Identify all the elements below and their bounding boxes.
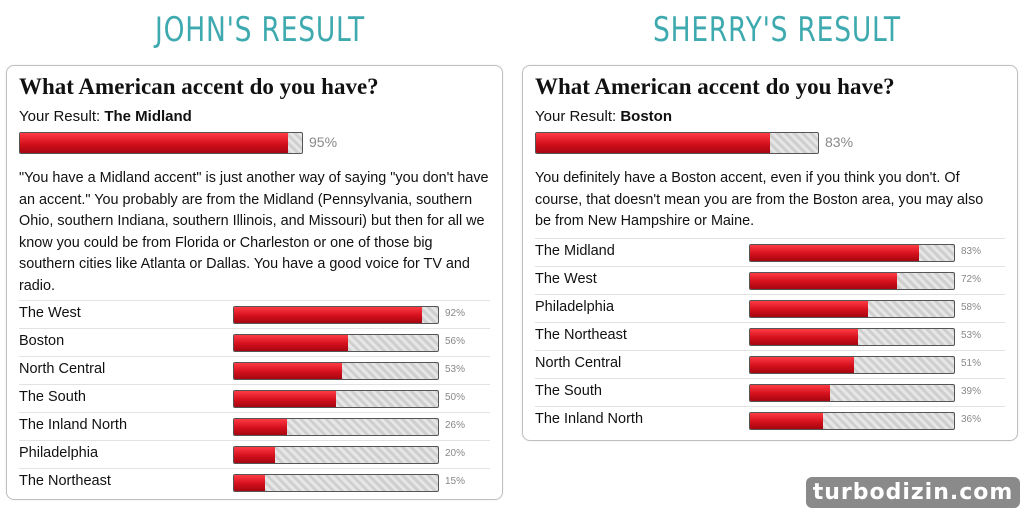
accent-label: Philadelphia <box>535 299 615 315</box>
accent-score-percent: 83% <box>961 246 982 257</box>
john-result-card: What American accent do you have? Your R… <box>6 65 503 500</box>
accent-score-bar <box>233 362 439 380</box>
accent-score-row: The Inland North 26% <box>19 412 490 440</box>
main-result-percent: 95% <box>309 134 338 150</box>
accent-score-row: The South 50% <box>19 384 490 412</box>
accent-score-bar <box>233 306 439 324</box>
accent-score-row: Philadelphia 20% <box>19 440 490 468</box>
result-prefix: Your Result: <box>535 108 617 125</box>
accent-score-bar <box>749 412 955 430</box>
accent-score-bar <box>749 300 955 318</box>
accent-label: Philadelphia <box>19 445 99 461</box>
quiz-title: What American accent do you have? <box>19 74 379 99</box>
result-name: The Midland <box>104 108 192 125</box>
sherry-result-heading: SHERRY'S RESULT <box>653 10 901 50</box>
accent-label: The South <box>535 383 602 399</box>
accent-score-bar-fill <box>234 307 422 323</box>
accent-score-row: The West 72% <box>535 266 1005 294</box>
accent-score-row: North Central 51% <box>535 350 1005 378</box>
result-line: Your Result: The Midland <box>19 108 192 125</box>
accent-score-bar-fill <box>750 357 855 373</box>
accent-score-percent: 72% <box>961 274 982 285</box>
accent-score-list: The West 92% Boston 56% North Central 53… <box>19 300 490 496</box>
accent-score-row: Boston 56% <box>19 328 490 356</box>
result-description: "You have a Midland accent" is just anot… <box>19 170 489 294</box>
accent-score-bar-fill <box>750 385 830 401</box>
main-result-bar-fill <box>20 133 288 153</box>
main-result-percent: 83% <box>825 134 854 150</box>
accent-score-row: North Central 53% <box>19 356 490 384</box>
accent-score-percent: 92% <box>445 308 466 319</box>
accent-label: The Northeast <box>19 473 111 489</box>
main-result-bar-fill <box>536 133 771 153</box>
main-result-bar <box>19 132 303 154</box>
accent-score-percent: 20% <box>445 448 466 459</box>
accent-score-percent: 51% <box>961 358 982 369</box>
accent-score-percent: 15% <box>445 476 466 487</box>
accent-score-row: The Midland 83% <box>535 238 1005 266</box>
accent-score-percent: 39% <box>961 386 982 397</box>
accent-label: Boston <box>19 333 65 349</box>
accent-score-percent: 26% <box>445 420 466 431</box>
accent-label: North Central <box>535 355 622 371</box>
accent-score-bar <box>749 272 955 290</box>
accent-score-percent: 58% <box>961 302 982 313</box>
watermark-badge: turbodizin.com <box>806 477 1020 508</box>
result-prefix: Your Result: <box>19 108 101 125</box>
accent-score-bar-fill <box>234 391 336 407</box>
accent-score-row: The South 39% <box>535 378 1005 406</box>
accent-label: North Central <box>19 361 106 377</box>
accent-score-percent: 50% <box>445 392 466 403</box>
accent-score-bar <box>233 334 439 352</box>
accent-score-bar-fill <box>750 245 920 261</box>
accent-score-percent: 53% <box>445 364 466 375</box>
accent-score-bar <box>233 446 439 464</box>
accent-score-bar-fill <box>234 419 288 435</box>
accent-label: The Inland North <box>535 411 644 427</box>
accent-score-row: Philadelphia 58% <box>535 294 1005 322</box>
accent-label: The Midland <box>535 243 615 259</box>
accent-score-bar <box>749 244 955 262</box>
accent-label: The Northeast <box>535 327 627 343</box>
john-result-heading: JOHN'S RESULT <box>155 10 365 50</box>
accent-score-bar-fill <box>750 329 859 345</box>
accent-score-bar-fill <box>750 301 869 317</box>
accent-score-row: The Northeast 53% <box>535 322 1005 350</box>
accent-score-bar <box>233 418 439 436</box>
accent-label: The South <box>19 389 86 405</box>
accent-score-bar-fill <box>234 363 343 379</box>
quiz-title: What American accent do you have? <box>535 74 895 99</box>
accent-label: The West <box>535 271 597 287</box>
accent-score-bar-fill <box>234 335 349 351</box>
result-name: Boston <box>620 108 673 125</box>
sherry-result-card: What American accent do you have? Your R… <box>522 65 1018 441</box>
accent-score-percent: 36% <box>961 414 982 425</box>
accent-score-bar-fill <box>750 273 897 289</box>
accent-score-percent: 56% <box>445 336 466 347</box>
accent-score-bar <box>749 356 955 374</box>
accent-score-bar <box>749 384 955 402</box>
accent-score-bar <box>749 328 955 346</box>
accent-score-bar-fill <box>234 447 275 463</box>
accent-score-row: The Northeast 15% <box>19 468 490 496</box>
accent-score-bar <box>233 390 439 408</box>
accent-score-row: The Inland North 36% <box>535 406 1005 434</box>
accent-score-bar-fill <box>750 413 824 429</box>
accent-score-bar <box>233 474 439 492</box>
main-result-bar <box>535 132 819 154</box>
accent-score-row: The West 92% <box>19 300 490 328</box>
accent-score-percent: 53% <box>961 330 982 341</box>
accent-score-list: The Midland 83% The West 72% Philadelphi… <box>535 238 1005 434</box>
result-line: Your Result: Boston <box>535 108 672 125</box>
result-description: You definitely have a Boston accent, eve… <box>535 170 984 229</box>
accent-score-bar-fill <box>234 475 265 491</box>
accent-label: The Inland North <box>19 417 128 433</box>
accent-label: The West <box>19 305 81 321</box>
